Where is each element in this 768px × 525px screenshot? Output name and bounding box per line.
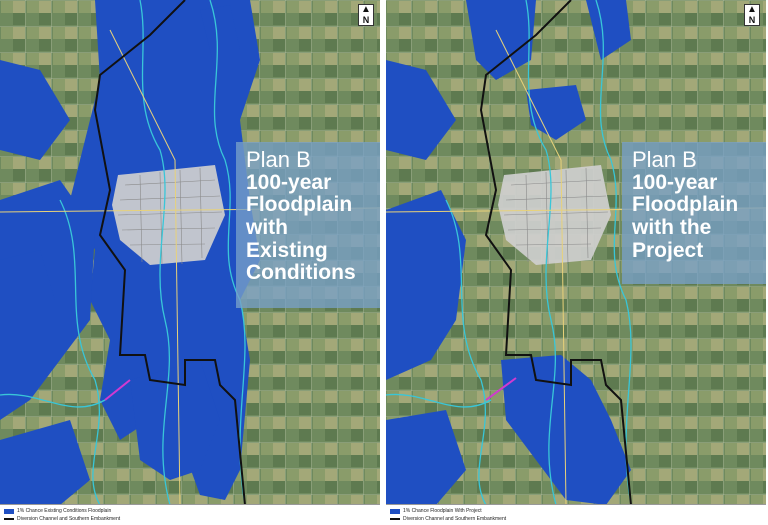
legend-floodplain-label: 1% Chance Existing Conditions Floodplain: [17, 508, 112, 514]
title-line-3: Floodplain: [246, 193, 353, 217]
title-line-2: 100-year: [632, 170, 718, 194]
flood-swatch-icon: [390, 508, 400, 514]
legend-floodplain-label: 1% Chance Floodplain With Project: [403, 508, 482, 514]
floodplain-area: [0, 0, 260, 505]
diversion-channel: [479, 0, 632, 506]
rivers: [0, 0, 246, 506]
north-arrow-icon: ▲ N: [744, 4, 760, 26]
title-line-5: Existing: [246, 238, 328, 262]
title-line-4: with the: [632, 216, 712, 240]
rivers: [386, 0, 632, 506]
title-line-1: Plan B: [632, 147, 697, 172]
embankment-segment: [104, 379, 131, 401]
title-line-1: Plan B: [246, 147, 311, 172]
diversion-channel: [93, 0, 246, 506]
flood-swatch-icon: [4, 508, 14, 514]
floodplain-area: [386, 0, 631, 505]
channel-line-icon: [4, 518, 14, 520]
map-panel-existing-conditions: Plan B 100-year Floodplain with Existing…: [0, 0, 380, 525]
north-arrow-icon: ▲ N: [358, 4, 374, 26]
title-line-4: with: [246, 216, 288, 240]
street-grid: [503, 167, 609, 265]
map-title-box: Plan B 100-year Floodplain with the Proj…: [622, 142, 766, 284]
map-legend: 1% Chance Existing Conditions Floodplain…: [0, 504, 380, 525]
embankment-segment: [485, 377, 517, 401]
title-line-6: Conditions: [246, 261, 356, 285]
map-title-box: Plan B 100-year Floodplain with Existing…: [236, 142, 380, 308]
title-line-3: Floodplain: [632, 193, 739, 217]
title-line-2: 100-year: [246, 170, 332, 194]
map-panel-with-project: Plan B 100-year Floodplain with the Proj…: [386, 0, 766, 525]
legend-channel-label: Diversion Channel and Southern Embankmen…: [17, 516, 121, 522]
map-legend: 1% Chance Floodplain With Project Divers…: [386, 504, 766, 525]
title-line-5: Project: [632, 238, 704, 262]
street-grid: [117, 167, 223, 265]
legend-channel-label: Diversion Channel and Southern Embankmen…: [403, 516, 507, 522]
channel-line-icon: [390, 518, 400, 520]
